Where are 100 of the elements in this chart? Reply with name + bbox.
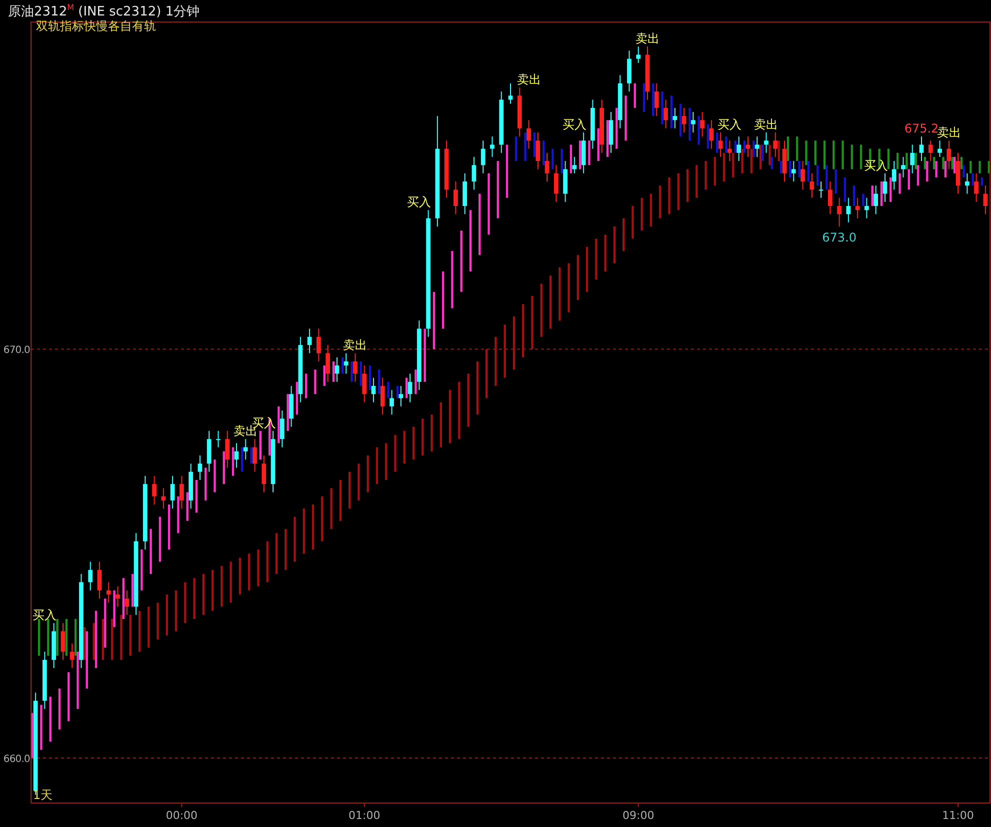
- candlestick: [380, 377, 385, 416]
- bar: [796, 136, 798, 162]
- bar: [522, 304, 524, 358]
- bar: [312, 504, 314, 550]
- text: 买入: [718, 117, 742, 132]
- bar: [916, 165, 920, 186]
- bar: [86, 631, 88, 689]
- bar: [74, 618, 77, 656]
- bar: [670, 96, 673, 128]
- bar: [853, 186, 856, 206]
- bar: [512, 316, 516, 370]
- bar: [725, 136, 728, 153]
- bar: [844, 177, 846, 202]
- candlestick: [664, 99, 668, 129]
- candlestick: [919, 136, 924, 162]
- candlestick: [855, 197, 860, 219]
- candlestick: [864, 197, 869, 219]
- candlestick: [901, 156, 906, 178]
- bar: [762, 144, 764, 162]
- bar: [241, 447, 244, 472]
- bar: [716, 132, 718, 153]
- candlestick: [837, 197, 842, 227]
- bar: [834, 169, 837, 194]
- bar: [722, 152, 726, 182]
- bar: [770, 156, 773, 170]
- bar: [186, 492, 188, 521]
- bar: [531, 296, 534, 350]
- candlestick: [124, 590, 130, 616]
- candlestick: [892, 160, 896, 190]
- bar: [202, 574, 205, 615]
- bar: [68, 672, 70, 722]
- bar: [193, 578, 196, 619]
- candlestick: [728, 140, 732, 162]
- bar: [323, 365, 326, 386]
- bar: [302, 508, 305, 554]
- bar: [314, 370, 316, 394]
- bar: [440, 402, 442, 448]
- candlestick: [682, 107, 686, 133]
- bar: [558, 267, 561, 320]
- bar: [49, 696, 52, 742]
- candlestick: [198, 454, 202, 480]
- bar: [622, 218, 625, 251]
- bar: [752, 140, 755, 157]
- bar: [807, 161, 810, 182]
- candlestick: [97, 561, 102, 600]
- bar: [412, 426, 415, 460]
- bar: [469, 210, 472, 272]
- bar: [138, 610, 141, 652]
- candlestick: [326, 344, 330, 382]
- chart-title: 原油2312$^{M}$ (INE sc2312) 1分钟: [8, 2, 200, 20]
- x-tick-label: 01:00: [348, 809, 380, 822]
- bar: [743, 140, 746, 153]
- bar: [378, 370, 380, 394]
- candlestick: [964, 172, 970, 194]
- chart-subtitle: 双轨指标快慢各自有轨: [36, 19, 156, 33]
- candlestick: [554, 164, 558, 202]
- bar: [177, 496, 180, 534]
- candlestick: [983, 185, 988, 215]
- candlestick: [280, 410, 284, 448]
- bar: [424, 328, 426, 382]
- candlestick: [216, 430, 220, 448]
- bar: [842, 140, 844, 170]
- bar: [616, 108, 618, 149]
- bar: [972, 173, 974, 186]
- bar: [104, 598, 106, 648]
- bar: [248, 554, 250, 590]
- text: 买入: [562, 117, 586, 132]
- candlestick: [690, 111, 696, 133]
- bar: [515, 136, 518, 162]
- bar: [677, 173, 680, 210]
- candlestick: [180, 475, 184, 510]
- text: 卖出: [936, 126, 961, 140]
- text: 买入: [32, 608, 57, 622]
- candlestick: [170, 475, 175, 510]
- bar: [826, 165, 828, 190]
- bar: [698, 116, 700, 145]
- bar: [230, 562, 232, 603]
- bar: [850, 144, 853, 170]
- bar: [588, 140, 590, 166]
- bar: [613, 226, 616, 264]
- bar: [403, 430, 406, 464]
- bar: [604, 234, 606, 272]
- bar: [933, 156, 936, 170]
- candlestick: [106, 582, 111, 604]
- bar: [296, 382, 298, 415]
- bar: [549, 276, 552, 329]
- bar: [488, 173, 490, 235]
- bar: [257, 549, 260, 586]
- bar: [478, 194, 481, 256]
- text: 卖出: [754, 117, 778, 132]
- bar: [358, 464, 360, 500]
- bar: [485, 349, 488, 398]
- bar: [668, 177, 670, 214]
- bar: [460, 230, 462, 292]
- bar: [951, 156, 954, 170]
- bar: [714, 156, 716, 186]
- candlestick: [764, 132, 768, 154]
- bar: [330, 488, 332, 530]
- candlestick: [161, 488, 166, 510]
- text: 卖出: [636, 32, 660, 46]
